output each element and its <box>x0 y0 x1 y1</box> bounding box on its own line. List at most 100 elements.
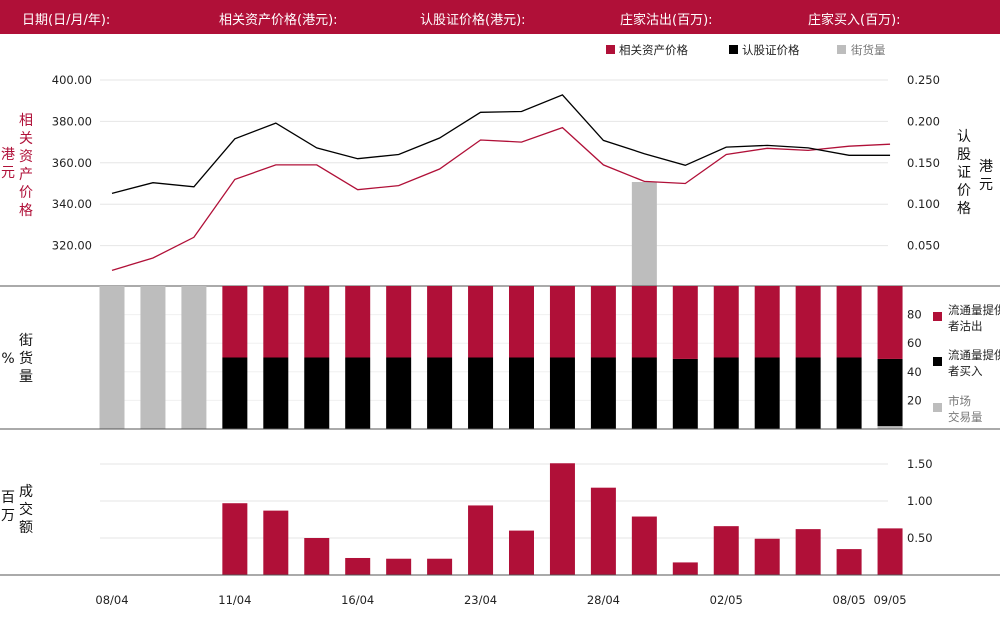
date-label: 日期(日/月/年): <box>22 13 111 28</box>
left-axis-unit: 港元 <box>1 147 15 181</box>
legend-label: 流通量提供 <box>948 303 1000 317</box>
legend-label: 相关资产价格 <box>619 43 688 57</box>
legend-label: 流通量提供 <box>948 348 1000 362</box>
lp-buy-bar <box>427 357 453 429</box>
lp-sell-bar <box>263 286 289 358</box>
lp-sell-bar <box>795 286 821 358</box>
market-volume-bar <box>181 286 207 429</box>
left-tick-label: 320.00 <box>52 239 92 253</box>
x-tick-label: 11/04 <box>218 593 251 607</box>
turnover-bar <box>549 463 575 575</box>
outstanding-axis-unit: % <box>1 351 15 367</box>
lp-buy-bar <box>263 357 289 429</box>
legend-label: 街货量 <box>851 43 886 57</box>
x-tick-label: 23/04 <box>464 593 497 607</box>
turnover-tick-label: 1.00 <box>907 494 933 508</box>
lp-sell-label: 庄家沽出(百万): <box>620 13 713 28</box>
right-axis-unit: 港元 <box>979 159 993 193</box>
right-tick-label: 0.050 <box>907 239 940 253</box>
lp-buy-bar <box>836 357 862 429</box>
lp-sell-bar <box>754 286 780 358</box>
x-tick-label: 28/04 <box>587 593 620 607</box>
lp-buy-bar <box>877 358 903 427</box>
right-tick-label: 0.250 <box>907 73 940 87</box>
lp-buy-bar <box>631 357 657 429</box>
turnover-bar <box>795 529 821 575</box>
lp-sell-bar <box>713 286 739 358</box>
right-tick-label: 0.200 <box>907 114 940 128</box>
lp-buy-bar <box>304 357 330 429</box>
legend-label: 市场 <box>948 394 971 408</box>
turnover-tick-label: 1.50 <box>907 457 933 471</box>
warrant-chart: 400.00 380.00 360.00 340.00 320.00 0.250 0.200… <box>0 43 1000 607</box>
asset-price-label: 相关资产价格(港元): <box>219 13 338 28</box>
left-axis-title: 相关资产价格 <box>19 113 33 219</box>
lp-sell-bar <box>304 286 330 358</box>
lp-buy-bar <box>222 357 248 429</box>
x-tick-label: 08/04 <box>95 593 128 607</box>
turnover-bar <box>672 562 698 575</box>
legend-swatch <box>606 45 615 54</box>
turnover-tick-label: 0.50 <box>907 531 933 545</box>
lp-sell-bar <box>427 286 453 358</box>
lp-sell-bar <box>222 286 248 358</box>
info-header: 日期(日/月/年): 相关资产价格(港元): 认股证价格(港元): 庄家沽出(百… <box>0 0 1000 34</box>
outstanding-tick-label: 20 <box>907 393 922 407</box>
turnover-bar <box>836 549 862 575</box>
turnover-bar <box>509 530 534 575</box>
x-tick-label: 16/04 <box>341 593 374 607</box>
legend-label: 者买入 <box>948 364 983 378</box>
left-tick-label: 360.00 <box>52 156 92 170</box>
turnover-bar <box>345 557 371 575</box>
turnover-bar <box>468 505 494 575</box>
left-tick-label: 380.00 <box>52 114 92 128</box>
right-axis-title: 认股证价格 <box>957 129 971 217</box>
outstanding-tick-label: 40 <box>907 365 922 379</box>
legend-swatch <box>933 403 942 412</box>
outstanding-axis-title: 街货量 <box>19 333 33 385</box>
legend-swatch <box>933 357 942 366</box>
lp-buy-bar <box>468 357 494 429</box>
outstanding-peak-bar <box>631 182 657 286</box>
turnover-bar <box>713 526 739 575</box>
lp-sell-bar <box>836 286 862 358</box>
x-tick-label: 08/05 <box>833 593 866 607</box>
turnover-axis-unit: 百万 <box>1 490 15 524</box>
lp-buy-bar <box>386 357 412 429</box>
lp-sell-bar <box>386 286 412 358</box>
x-tick-label: 02/05 <box>710 593 743 607</box>
lp-buy-bar <box>754 357 780 429</box>
turnover-bar <box>631 516 657 575</box>
lp-sell-bar <box>590 286 616 358</box>
legend-swatch <box>837 45 846 54</box>
right-tick-label: 0.100 <box>907 197 940 211</box>
lp-buy-bar <box>795 357 821 429</box>
legend-label: 认股证价格 <box>742 43 800 57</box>
lp-buy-bar <box>345 357 371 429</box>
legend-label: 交易量 <box>948 410 983 424</box>
lp-buy-bar <box>672 358 698 429</box>
right-tick-label: 0.150 <box>907 156 940 170</box>
turnover-bar <box>222 503 248 575</box>
turnover-axis-title: 成交额 <box>19 484 33 536</box>
turnover-bar <box>263 510 289 575</box>
lp-buy-bar <box>713 357 739 429</box>
lp-sell-bar <box>345 286 371 358</box>
lp-buy-bar <box>590 357 616 429</box>
legend-swatch <box>933 312 942 321</box>
warrant-price-label: 认股证价格(港元): <box>420 13 526 28</box>
legend-swatch <box>729 45 738 54</box>
outstanding-tick-label: 60 <box>907 336 922 350</box>
lp-sell-bar <box>509 286 534 358</box>
turnover-bar <box>304 538 330 575</box>
lp-sell-bar <box>549 286 575 358</box>
left-tick-label: 340.00 <box>52 197 92 211</box>
asset-price-line <box>111 126 891 272</box>
lp-buy-bar <box>509 357 534 429</box>
turnover-bar <box>754 538 780 575</box>
market-volume-bar <box>99 286 125 429</box>
turnover-bar <box>590 487 616 575</box>
lp-sell-bar <box>877 286 903 359</box>
turnover-bar <box>427 558 453 575</box>
lp-sell-bar <box>468 286 494 358</box>
